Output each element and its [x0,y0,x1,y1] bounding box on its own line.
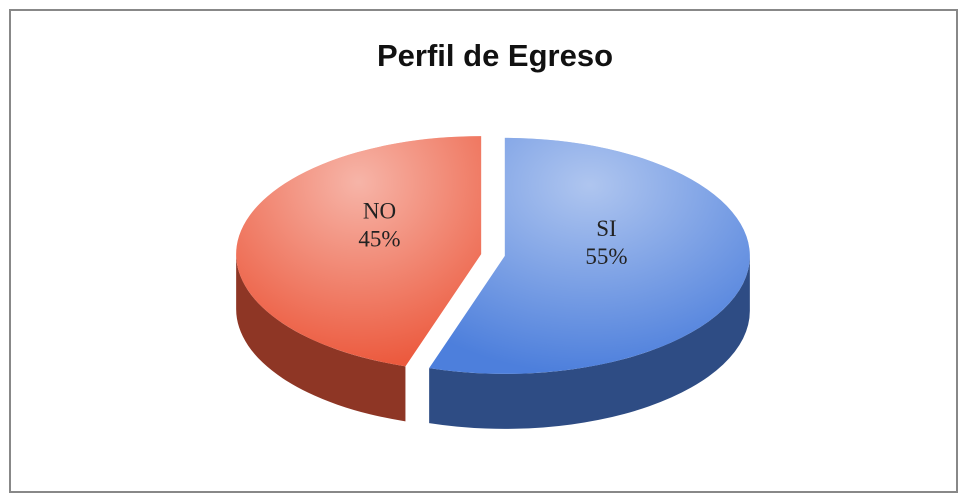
slice-label: 45% [358,227,400,252]
slice-label: 55% [585,244,627,269]
slice-category: SI [596,216,616,241]
slice-shine [429,137,750,374]
slice-side [236,254,406,422]
slice-category: NO [363,199,396,224]
chart-title: Perfil de Egreso [377,38,613,73]
slice-shine [236,136,482,367]
slice-side [429,255,750,429]
